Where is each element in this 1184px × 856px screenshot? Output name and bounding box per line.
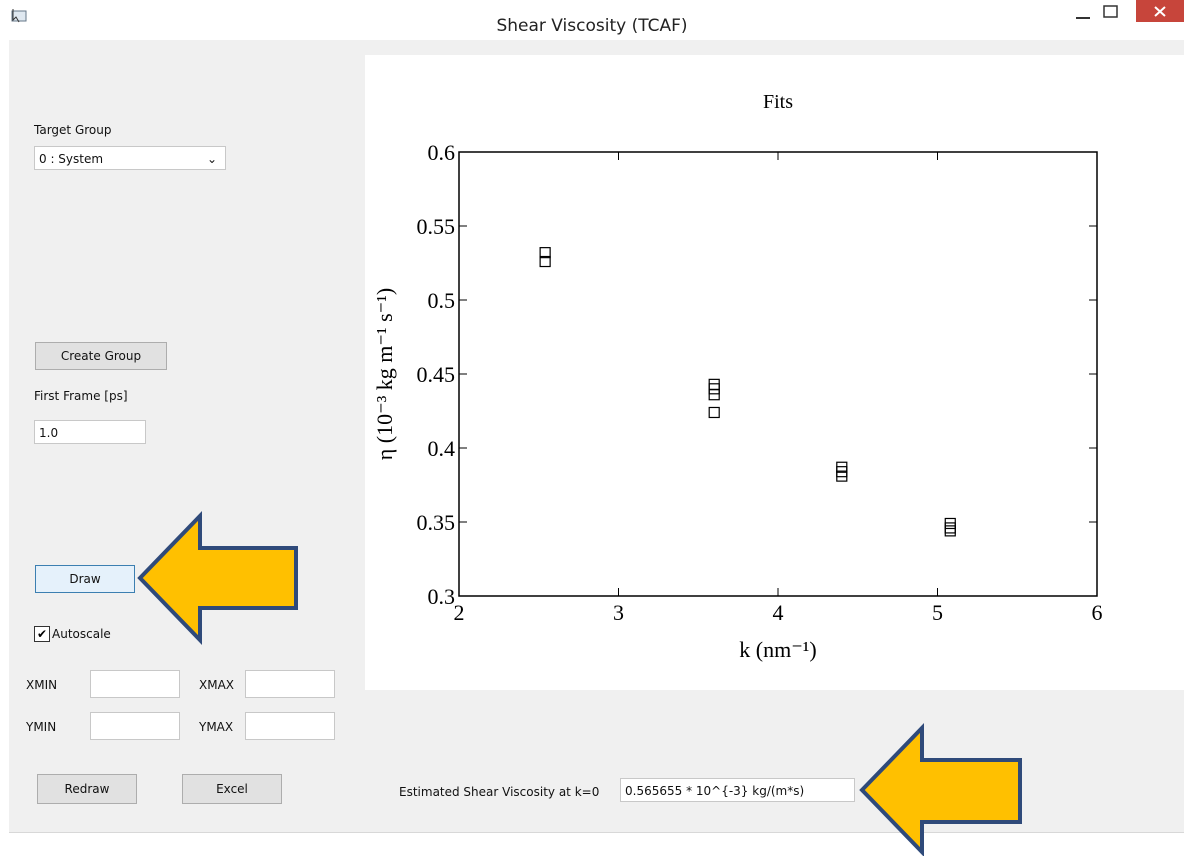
window-buttons[interactable] <box>1070 0 1184 30</box>
x-tick-label: 3 <box>613 600 624 625</box>
ymin-label: YMIN <box>26 720 57 734</box>
point <box>539 247 551 259</box>
ymax-input[interactable] <box>245 712 335 740</box>
xmax-label: XMAX <box>199 678 235 692</box>
target-group-select[interactable]: 0 : System ⌄ <box>34 146 226 170</box>
xmax-input[interactable] <box>245 670 335 698</box>
app-icon <box>11 9 27 23</box>
x-tick-label: 4 <box>773 600 784 625</box>
arrow-result <box>859 723 1022 856</box>
result-label: Estimated Shear Viscosity at k=0 <box>399 785 600 799</box>
y-tick-label: 0.35 <box>417 510 456 535</box>
point <box>708 389 720 401</box>
first-frame-label: First Frame [ps] <box>34 389 128 403</box>
x-axis-label: k (nm⁻¹) <box>739 637 816 662</box>
create-group-button[interactable]: Create Group <box>35 342 167 370</box>
y-tick-label: 0.55 <box>417 214 456 239</box>
y-tick-label: 0.5 <box>428 288 456 313</box>
xmin-input[interactable] <box>90 670 180 698</box>
y-tick-label: 0.4 <box>428 436 456 461</box>
title-bar: Shear Viscosity (TCAF) <box>0 0 1184 40</box>
ymax-label: YMAX <box>199 720 234 734</box>
excel-button[interactable]: Excel <box>182 774 282 804</box>
window-title: Shear Viscosity (TCAF) <box>496 16 688 36</box>
x-tick-label: 6 <box>1092 600 1103 625</box>
y-tick-label: 0.45 <box>417 362 456 387</box>
chart-title: Fits <box>763 91 793 113</box>
autoscale-label: Autoscale <box>52 627 111 641</box>
autoscale-checkbox[interactable]: ✔ <box>34 626 50 642</box>
y-tick-label: 0.3 <box>428 584 456 609</box>
target-group-label: Target Group <box>34 123 112 137</box>
redraw-button[interactable]: Redraw <box>37 774 137 804</box>
draw-button[interactable]: Draw <box>35 565 135 593</box>
point <box>539 255 551 268</box>
x-tick-label: 5 <box>932 600 943 625</box>
ymin-input[interactable] <box>90 712 180 740</box>
point <box>708 406 720 419</box>
point <box>944 525 956 537</box>
select-value: 0 : System <box>39 152 104 166</box>
x-tick-label: 2 <box>454 600 465 625</box>
y-tick-label: 0.6 <box>428 140 456 165</box>
y-axis-label: η (10⁻³ kg m⁻¹ s⁻¹) <box>372 288 397 460</box>
xmin-label: XMIN <box>26 678 58 692</box>
point <box>836 470 848 482</box>
chart-panel <box>365 55 1184 690</box>
first-frame-input[interactable]: 1.0 <box>34 420 146 444</box>
point <box>708 383 720 395</box>
result-output: 0.565655 * 10^{-3} kg/(m*s) <box>620 778 855 802</box>
arrow-draw <box>137 511 298 645</box>
